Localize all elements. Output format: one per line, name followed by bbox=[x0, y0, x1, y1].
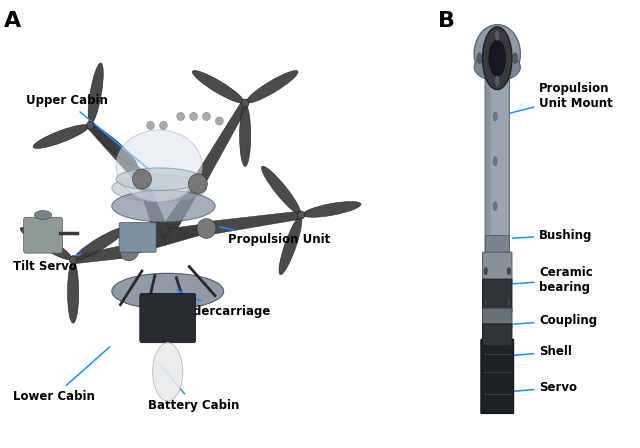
Ellipse shape bbox=[474, 54, 520, 81]
Text: Propulsion Unit: Propulsion Unit bbox=[220, 227, 330, 246]
Text: Battery Cabin: Battery Cabin bbox=[148, 363, 240, 412]
Polygon shape bbox=[138, 177, 171, 240]
Circle shape bbox=[197, 219, 216, 238]
Ellipse shape bbox=[67, 262, 79, 323]
FancyBboxPatch shape bbox=[483, 252, 512, 283]
Ellipse shape bbox=[303, 202, 361, 217]
Ellipse shape bbox=[20, 228, 72, 260]
Polygon shape bbox=[127, 230, 166, 255]
Circle shape bbox=[188, 174, 207, 194]
Ellipse shape bbox=[246, 71, 298, 103]
Ellipse shape bbox=[92, 126, 137, 167]
Circle shape bbox=[86, 121, 94, 129]
Text: Tilt Servo: Tilt Servo bbox=[13, 254, 81, 273]
Circle shape bbox=[477, 53, 482, 64]
Circle shape bbox=[241, 99, 249, 107]
Ellipse shape bbox=[33, 125, 89, 148]
Circle shape bbox=[189, 112, 197, 121]
Circle shape bbox=[159, 121, 167, 129]
Ellipse shape bbox=[112, 273, 223, 309]
FancyBboxPatch shape bbox=[119, 223, 156, 252]
Circle shape bbox=[484, 299, 488, 306]
Circle shape bbox=[132, 169, 152, 189]
Circle shape bbox=[298, 211, 305, 219]
Text: Propulsion
Unit Mount: Propulsion Unit Mount bbox=[508, 82, 613, 113]
Text: Upper Cabin: Upper Cabin bbox=[26, 94, 150, 171]
Text: B: B bbox=[438, 11, 456, 31]
FancyBboxPatch shape bbox=[483, 279, 512, 312]
Circle shape bbox=[483, 27, 512, 90]
Text: Ceramic
bearing: Ceramic bearing bbox=[513, 266, 593, 294]
Text: A: A bbox=[4, 11, 22, 31]
FancyBboxPatch shape bbox=[485, 70, 509, 261]
Circle shape bbox=[495, 30, 500, 41]
Text: Servo: Servo bbox=[513, 381, 577, 394]
Ellipse shape bbox=[112, 175, 207, 202]
Circle shape bbox=[69, 256, 77, 264]
Ellipse shape bbox=[112, 190, 215, 222]
FancyBboxPatch shape bbox=[483, 308, 512, 328]
Ellipse shape bbox=[153, 343, 183, 401]
FancyBboxPatch shape bbox=[24, 217, 62, 253]
Circle shape bbox=[120, 241, 138, 261]
Circle shape bbox=[493, 202, 497, 211]
Text: Undercarriage: Undercarriage bbox=[177, 290, 272, 318]
Circle shape bbox=[507, 267, 511, 275]
Circle shape bbox=[507, 299, 511, 306]
Ellipse shape bbox=[262, 166, 301, 214]
Circle shape bbox=[177, 112, 184, 121]
Text: Bushing: Bushing bbox=[513, 228, 593, 242]
Polygon shape bbox=[72, 244, 130, 264]
Circle shape bbox=[513, 53, 518, 64]
FancyBboxPatch shape bbox=[481, 339, 514, 414]
Circle shape bbox=[484, 267, 488, 275]
FancyBboxPatch shape bbox=[140, 293, 196, 343]
Ellipse shape bbox=[279, 216, 302, 275]
Text: Coupling: Coupling bbox=[513, 314, 597, 327]
Ellipse shape bbox=[116, 168, 202, 190]
FancyBboxPatch shape bbox=[486, 71, 490, 260]
Circle shape bbox=[216, 117, 223, 125]
Polygon shape bbox=[88, 123, 147, 184]
Ellipse shape bbox=[239, 105, 251, 166]
Circle shape bbox=[493, 112, 497, 121]
Circle shape bbox=[489, 40, 506, 76]
Polygon shape bbox=[193, 101, 248, 187]
FancyBboxPatch shape bbox=[485, 235, 509, 253]
Ellipse shape bbox=[474, 25, 520, 83]
Circle shape bbox=[495, 76, 500, 86]
FancyBboxPatch shape bbox=[483, 324, 512, 346]
Ellipse shape bbox=[193, 71, 244, 103]
Polygon shape bbox=[162, 224, 207, 246]
Text: Shell: Shell bbox=[513, 345, 572, 358]
Polygon shape bbox=[157, 181, 202, 242]
Ellipse shape bbox=[116, 130, 202, 202]
Polygon shape bbox=[205, 211, 301, 235]
Text: Lower Cabin: Lower Cabin bbox=[13, 347, 109, 403]
Ellipse shape bbox=[88, 63, 103, 124]
Circle shape bbox=[203, 112, 211, 121]
Circle shape bbox=[493, 157, 497, 166]
Ellipse shape bbox=[74, 228, 126, 260]
Ellipse shape bbox=[35, 211, 52, 220]
Circle shape bbox=[147, 121, 154, 129]
